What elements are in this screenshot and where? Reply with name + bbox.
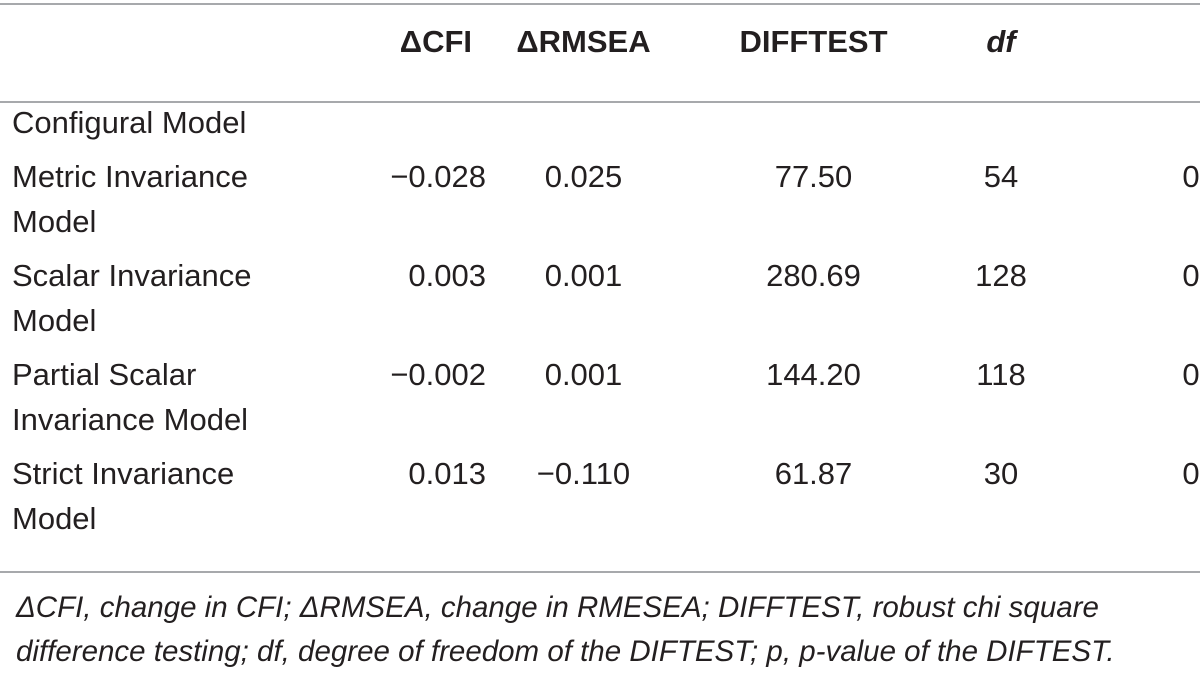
cell-difftest: 77.50 bbox=[774, 159, 853, 194]
cell-p: 0.020 bbox=[1182, 159, 1200, 194]
table-row: Scalar Invariance Model 0.003 0.001 280.… bbox=[0, 244, 1200, 343]
cell-difftest: 61.87 bbox=[774, 456, 853, 491]
cell-delta-rmsea bbox=[486, 82, 681, 145]
cell-p: 0.001 bbox=[1182, 456, 1200, 491]
header-p: p bbox=[1056, 24, 1200, 82]
row-label: Partial Scalar Invariance Model bbox=[12, 357, 249, 437]
cell-p: 0.000 bbox=[1182, 258, 1200, 293]
cell-p: 0.051 bbox=[1182, 357, 1200, 392]
cell-delta-cfi: 0.013 bbox=[408, 456, 486, 491]
cell-delta-rmsea: 0.025 bbox=[544, 159, 623, 194]
header-delta-cfi: ΔCFI bbox=[399, 24, 472, 59]
cell-delta-cfi: −0.028 bbox=[390, 159, 486, 194]
cell-df: 128 bbox=[975, 258, 1027, 293]
header-rule bbox=[0, 101, 1200, 103]
cell-df bbox=[946, 82, 1056, 145]
header-delta-rmsea: ΔRMSEA bbox=[516, 24, 651, 59]
cell-delta-rmsea: −0.110 bbox=[536, 456, 631, 491]
cell-difftest: 144.20 bbox=[766, 357, 861, 392]
row-label: Metric Invariance Model bbox=[12, 159, 249, 239]
top-rule bbox=[0, 3, 1200, 5]
cell-delta-cfi bbox=[307, 82, 486, 145]
cell-df: 118 bbox=[976, 357, 1026, 392]
row-label: Configural Model bbox=[12, 105, 247, 140]
cell-df: 30 bbox=[983, 456, 1019, 491]
header-label bbox=[0, 24, 307, 82]
table-row: Strict Invariance Model 0.013 −0.110 61.… bbox=[0, 442, 1200, 541]
table-row: Configural Model bbox=[0, 82, 1200, 145]
header-df: df bbox=[986, 24, 1016, 59]
cell-delta-cfi: 0.003 bbox=[408, 258, 486, 293]
invariance-table: ΔCFI ΔRMSEA DIFFTEST df p Configural Mod… bbox=[0, 24, 1200, 541]
cell-p bbox=[1056, 82, 1200, 145]
header-row: ΔCFI ΔRMSEA DIFFTEST df p bbox=[0, 24, 1200, 82]
row-label: Scalar Invariance Model bbox=[12, 258, 252, 338]
cell-delta-rmsea: 0.001 bbox=[544, 258, 623, 293]
row-label: Strict Invariance Model bbox=[12, 456, 235, 536]
cell-difftest: 280.69 bbox=[766, 258, 861, 293]
bottom-rule bbox=[0, 571, 1200, 573]
cell-df: 54 bbox=[983, 159, 1019, 194]
cell-delta-rmsea: 0.001 bbox=[544, 357, 623, 392]
header-difftest: DIFFTEST bbox=[739, 24, 888, 59]
cell-difftest bbox=[681, 82, 946, 145]
table-row: Metric Invariance Model −0.028 0.025 77.… bbox=[0, 145, 1200, 244]
cell-delta-cfi: −0.002 bbox=[390, 357, 486, 392]
table-row: Partial Scalar Invariance Model −0.002 0… bbox=[0, 343, 1200, 442]
table-footnote: ΔCFI, change in CFI; ΔRMSEA, change in R… bbox=[16, 591, 1115, 668]
